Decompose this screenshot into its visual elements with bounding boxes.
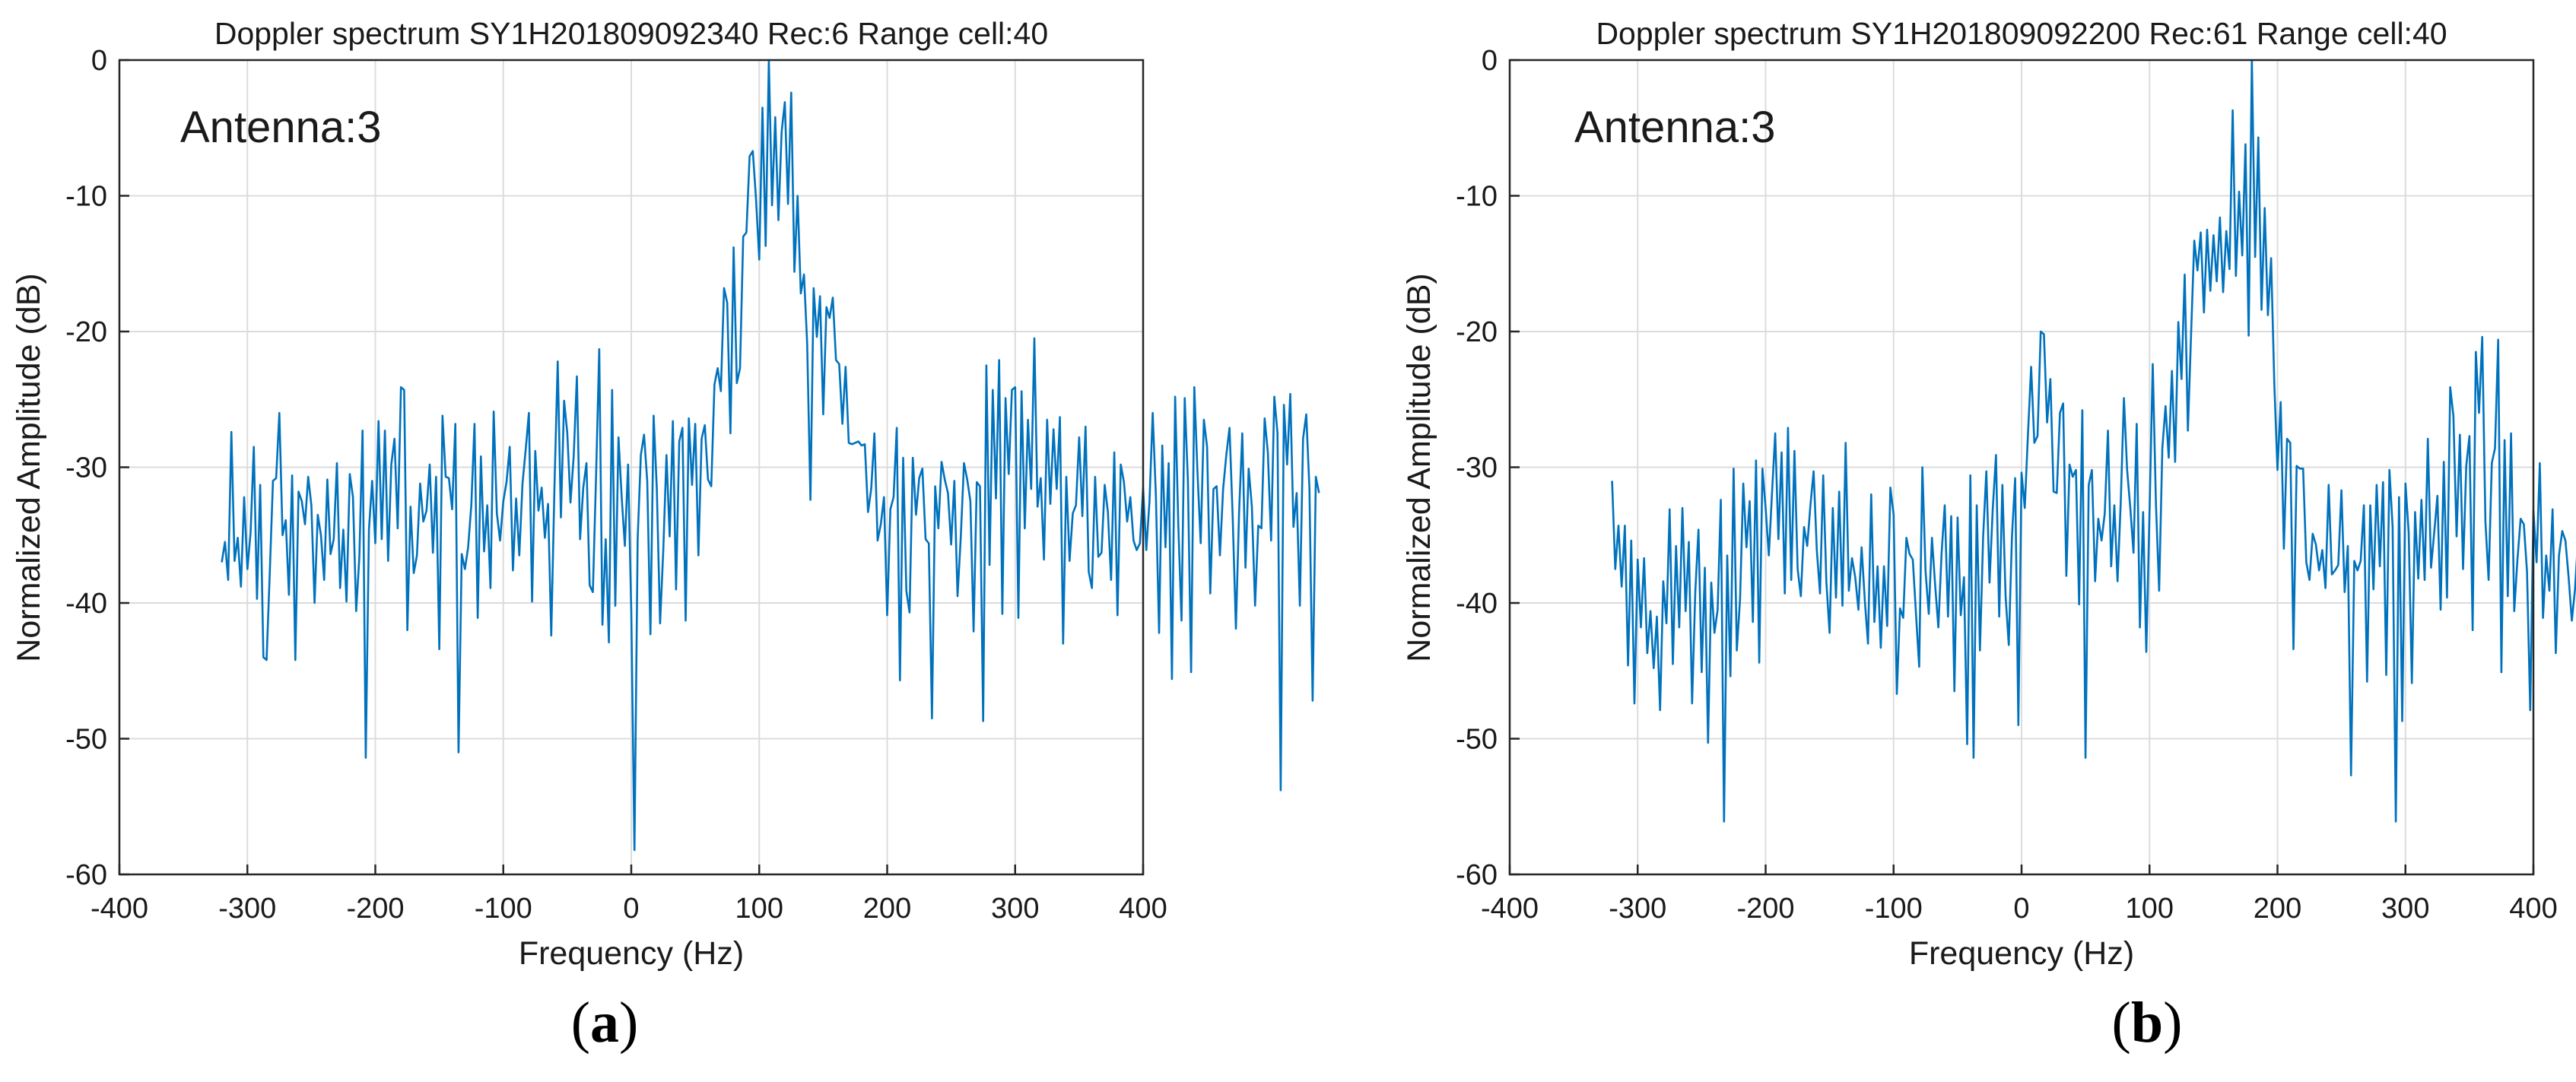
y-tick-label: -30 — [65, 452, 107, 484]
x-tick-label: 400 — [2509, 893, 2557, 925]
antenna-annotation: Antenna:3 — [180, 103, 381, 152]
x-tick-label: -300 — [1609, 893, 1666, 925]
x-tick-label: 100 — [735, 893, 783, 925]
panel-a: -400 -300 -200 -100 0 100 200 300 400 -60 -50 -40 -3… — [11, 16, 1320, 1055]
doppler-chart-b: -400 -300 -200 -100 0 100 200 300 400-60-50-40-3… — [1401, 16, 2576, 972]
x-tick-label: -100 — [1865, 893, 1923, 925]
y-tick-label: 0 — [91, 45, 107, 77]
x-tick-label: -200 — [346, 893, 404, 925]
y-tick-label: -20 — [1456, 316, 1498, 348]
spectrum-line — [1611, 59, 2576, 823]
x-tick-label: 0 — [623, 893, 639, 925]
chart-title: Doppler spectrum SY1H201809092200 Rec:61… — [1596, 16, 2447, 51]
y-tick-label: -50 — [65, 724, 107, 756]
y-tick-label: -10 — [1456, 181, 1498, 213]
y-tick-label: -40 — [65, 588, 107, 620]
caption-a: (a) — [570, 991, 639, 1055]
axes-box — [118, 59, 1145, 876]
x-axis-label: Frequency (Hz) — [1909, 935, 2134, 972]
y-tick-label: -10 — [65, 181, 107, 213]
chart-title: Doppler spectrum SY1H201809092340 Rec:6 … — [214, 16, 1048, 51]
x-tick-label: 400 — [1119, 893, 1167, 925]
y-tick-label: -30 — [1456, 452, 1498, 484]
x-tick-label: -200 — [1736, 893, 1794, 925]
x-tick-label: 200 — [863, 893, 911, 925]
y-tick-label: -60 — [65, 859, 107, 891]
y-tick-label: -50 — [1456, 724, 1498, 756]
y-tick-label: -40 — [1456, 588, 1498, 620]
x-tick-label: 200 — [2254, 893, 2301, 925]
axes-box — [1508, 59, 2535, 876]
x-tick-label: 300 — [2381, 893, 2429, 925]
antenna-annotation: Antenna:3 — [1574, 103, 1775, 152]
panel-b: -400 -300 -200 -100 0 100 200 300 400 -60 -50 -40 -3… — [1288, 0, 2576, 1082]
caption-b: (b) — [2111, 991, 2183, 1055]
x-tick-label: 0 — [2013, 893, 2029, 925]
y-axis-label: Normalized Amplitude (dB) — [11, 273, 47, 662]
x-tick-label: -100 — [475, 893, 532, 925]
x-tick-label: 100 — [2126, 893, 2174, 925]
y-tick-label: 0 — [1482, 45, 1498, 77]
y-tick-label: -60 — [1456, 859, 1498, 891]
y-axis-label: Normalized Amplitude (dB) — [1401, 273, 1437, 662]
y-tick-label: -20 — [65, 316, 107, 348]
x-axis-label: Frequency (Hz) — [519, 935, 744, 972]
x-tick-label: -400 — [1481, 893, 1539, 925]
x-tick-label: 300 — [991, 893, 1039, 925]
x-tick-label: -400 — [91, 893, 148, 925]
spectrum-line — [221, 59, 1320, 852]
doppler-chart-a: -400 -300 -200 -100 0 100 200 300 400-60-50-40-3… — [11, 16, 1320, 972]
x-tick-label: -300 — [218, 893, 276, 925]
